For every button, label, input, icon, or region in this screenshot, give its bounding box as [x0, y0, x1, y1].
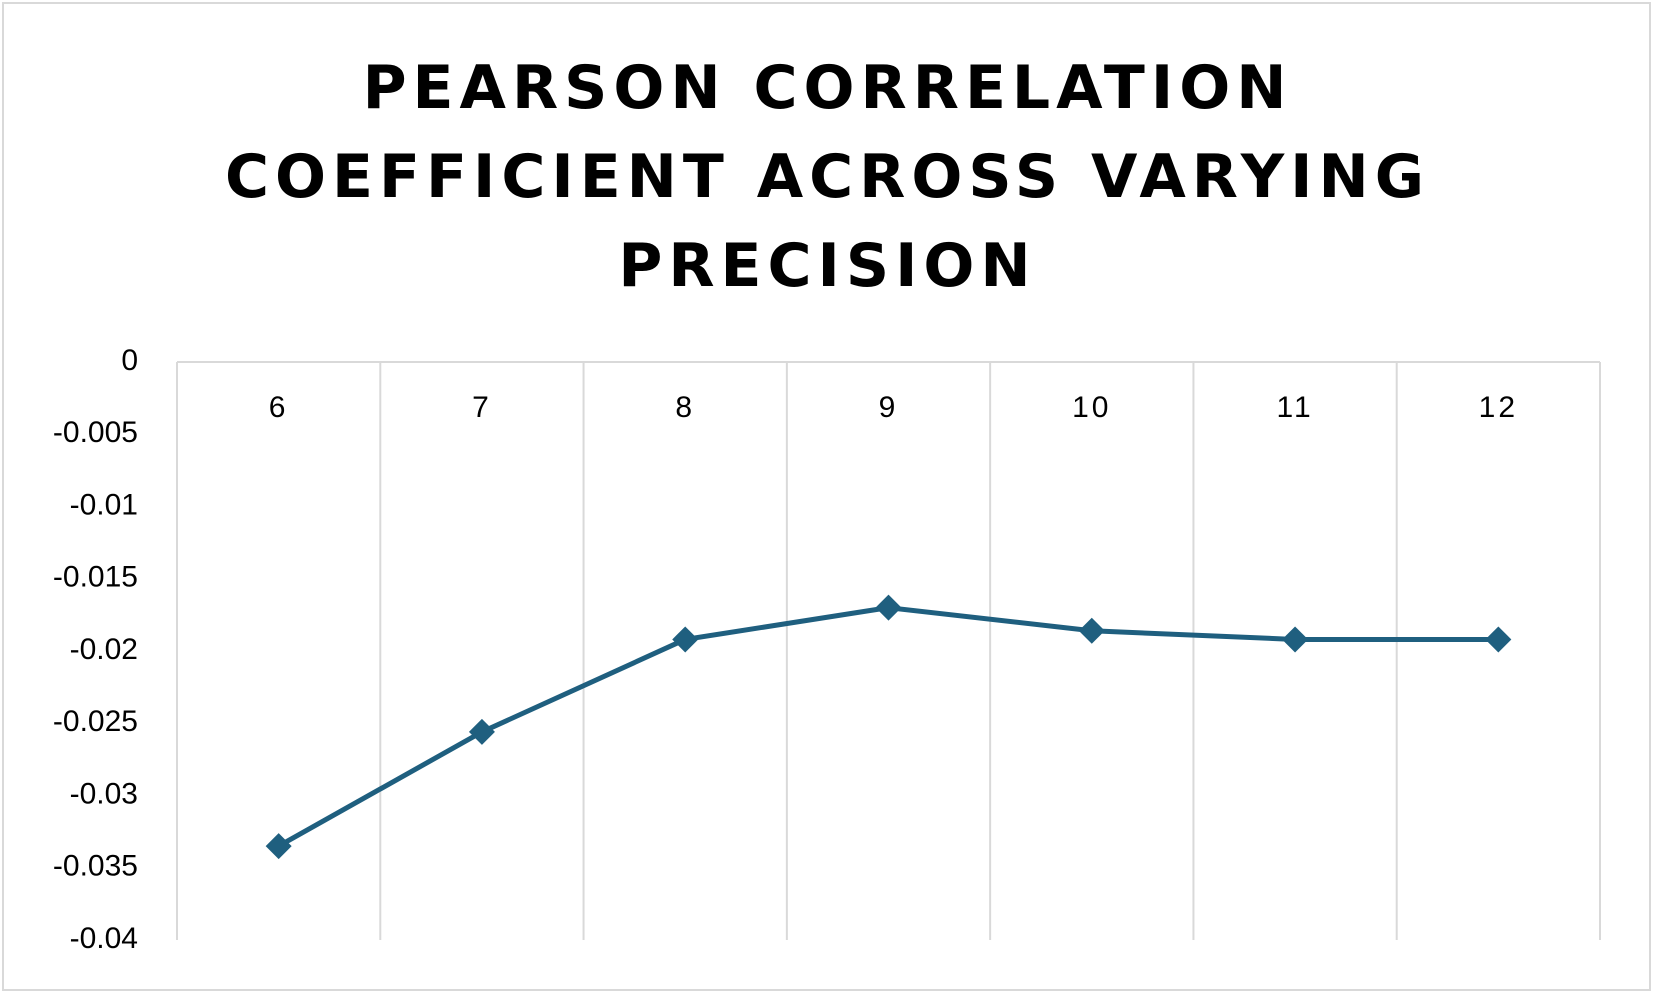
series-line: [277, 605, 1499, 849]
data-series: [265, 594, 1512, 860]
chart-title-line-3: PRECISION: [618, 231, 1037, 301]
y-tick-label: -0.02: [70, 633, 138, 666]
x-tick-label: 8: [675, 391, 695, 424]
x-tick-label: 9: [879, 391, 899, 424]
y-tick-label: -0.04: [70, 922, 138, 955]
y-tick-label: -0.01: [70, 488, 138, 521]
x-tick-label: 11: [1276, 391, 1313, 424]
y-tick-label: -0.035: [53, 850, 138, 883]
y-tick-label: -0.03: [70, 777, 138, 810]
data-point-marker: [1282, 626, 1309, 653]
data-point-marker: [265, 833, 292, 860]
chart-title-line-2: COEFFICIENT ACROSS VARYING: [225, 142, 1430, 212]
data-point-marker: [1485, 626, 1512, 653]
chart-title-line-1: PEARSON CORRELATION: [362, 53, 1293, 123]
gridlines: [176, 361, 1601, 940]
data-point-marker: [875, 594, 902, 621]
x-tick-label: 12: [1479, 391, 1518, 424]
data-point-marker: [468, 718, 495, 745]
chart-title: PEARSON CORRELATION COEFFICIENT ACROSS V…: [0, 44, 1655, 311]
data-point-marker: [1078, 617, 1105, 644]
data-point-marker: [672, 626, 699, 653]
y-tick-label: -0.005: [53, 416, 138, 449]
y-tick-label: -0.025: [53, 705, 138, 738]
x-tick-label: 6: [269, 391, 289, 424]
x-tick-label: 10: [1072, 391, 1111, 424]
x-tick-label: 7: [472, 391, 492, 424]
y-tick-label: 0: [121, 344, 138, 377]
y-axis-tick-labels: 0 -0.005 -0.01 -0.015 -0.02 -0.025 -0.03 -0.035…: [53, 344, 138, 955]
x-axis-tick-labels: 6 7 8 9 10 11 12: [269, 391, 1518, 424]
y-tick-label: -0.015: [53, 561, 138, 594]
